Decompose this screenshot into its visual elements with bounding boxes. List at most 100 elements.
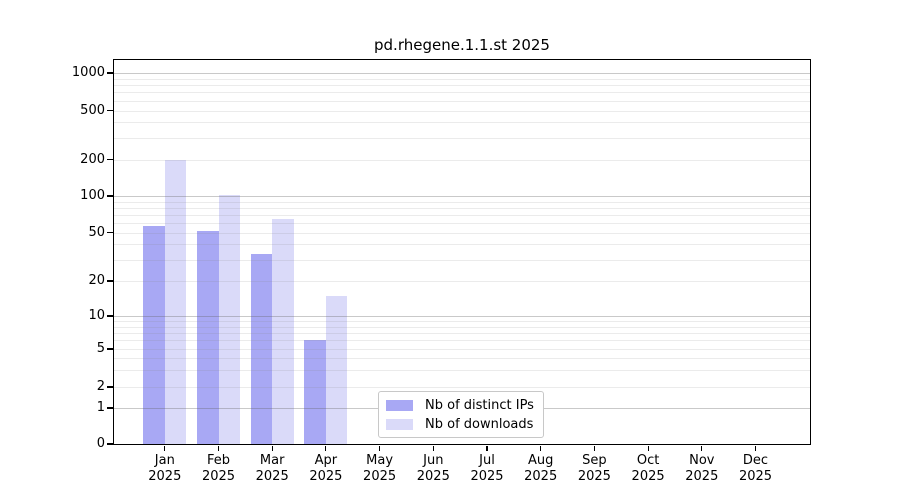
- y-axis-tick: [107, 72, 113, 74]
- minor-gridline: [114, 122, 810, 124]
- legend-item-ips: Nb of distinct IPs: [386, 398, 543, 413]
- x-tick-label-year: 2025: [685, 469, 719, 484]
- x-tick-label-month: Aug: [527, 453, 554, 468]
- y-tick-label: 5: [96, 341, 105, 356]
- x-tick-label-year: 2025: [416, 469, 450, 484]
- x-axis-tick: [325, 445, 327, 451]
- y-axis-tick: [107, 443, 113, 445]
- minor-gridline: [114, 222, 810, 224]
- x-tick-label-year: 2025: [738, 469, 773, 484]
- y-tick-label: 100: [80, 188, 105, 203]
- x-tick-label-month: May: [366, 453, 394, 468]
- minor-gridline: [114, 207, 810, 209]
- minor-gridline: [114, 92, 810, 94]
- legend: Nb of distinct IPs Nb of downloads: [378, 391, 544, 438]
- x-tick-label-year: 2025: [470, 469, 504, 484]
- legend-swatch-downloads-icon: [386, 418, 413, 430]
- bar-distinct-ips: [197, 231, 219, 444]
- x-tick-label-month: Sep: [582, 453, 607, 468]
- chart-title: pd.rhegene.1.1.st 2025: [374, 36, 550, 54]
- y-axis-tick: [107, 195, 113, 197]
- x-axis-tick: [486, 445, 488, 451]
- minor-gridline: [114, 201, 810, 203]
- minor-gridline: [114, 370, 810, 372]
- x-tick-label-year: 2025: [148, 469, 182, 484]
- minor-gridline: [114, 349, 810, 350]
- x-tick-label-year: 2025: [255, 469, 289, 484]
- y-axis-tick: [107, 386, 113, 388]
- minor-gridline: [114, 159, 810, 161]
- y-tick-label: 10: [88, 308, 105, 323]
- y-tick-label: 500: [80, 102, 105, 118]
- x-tick-label-month: Dec: [742, 453, 769, 468]
- minor-gridline: [114, 85, 810, 87]
- minor-gridline: [114, 137, 810, 139]
- bar-distinct-ips: [250, 254, 273, 444]
- minor-gridline: [114, 244, 810, 246]
- y-tick-label: 20: [88, 273, 105, 288]
- y-axis-tick: [107, 315, 113, 317]
- x-tick-label-year: 2025: [363, 469, 397, 484]
- y-axis-tick: [107, 348, 113, 350]
- legend-swatch-ips-icon: [386, 399, 413, 411]
- bar-downloads: [325, 295, 348, 444]
- minor-gridline: [114, 214, 810, 216]
- bar-distinct-ips: [143, 225, 165, 444]
- x-axis-tick: [432, 445, 434, 451]
- y-axis-tick: [107, 407, 113, 409]
- x-tick-label-year: 2025: [524, 469, 558, 484]
- y-tick-label: 200: [80, 151, 105, 167]
- y-tick-label: 0: [96, 436, 105, 451]
- x-tick-label-year: 2025: [309, 469, 343, 484]
- x-axis-tick: [271, 445, 273, 451]
- legend-label-ips: Nb of distinct IPs: [425, 397, 534, 413]
- major-gridline: [114, 196, 810, 197]
- y-tick-label: 50: [88, 224, 105, 240]
- x-tick-label-month: Apr: [314, 453, 338, 468]
- x-tick-label-month: Nov: [689, 453, 715, 468]
- y-tick-label: 2: [96, 379, 105, 394]
- x-tick-label-month: Oct: [636, 453, 660, 468]
- minor-gridline: [114, 100, 810, 102]
- legend-item-downloads: Nb of downloads: [386, 417, 543, 432]
- y-axis-tick: [107, 231, 113, 234]
- minor-gridline: [114, 332, 810, 334]
- minor-gridline: [114, 340, 810, 342]
- x-tick-label-year: 2025: [631, 469, 665, 484]
- x-axis-tick: [164, 445, 166, 451]
- x-tick-label-month: Jun: [423, 453, 444, 468]
- minor-gridline: [114, 110, 810, 112]
- x-axis-tick: [754, 445, 757, 451]
- y-tick-label: 1000: [71, 65, 105, 80]
- x-axis-tick: [647, 445, 649, 451]
- x-tick-label-year: 2025: [577, 469, 611, 484]
- x-tick-label-month: Mar: [259, 453, 285, 468]
- y-tick-label: 1: [96, 400, 105, 415]
- major-gridline: [114, 73, 810, 74]
- x-tick-label-month: Jan: [154, 453, 175, 468]
- minor-gridline: [114, 358, 810, 360]
- minor-gridline: [114, 78, 810, 80]
- minor-gridline: [114, 232, 810, 234]
- x-tick-label-year: 2025: [201, 469, 236, 484]
- legend-label-downloads: Nb of downloads: [425, 416, 534, 432]
- y-axis-tick: [107, 109, 113, 112]
- x-axis-tick: [540, 445, 542, 451]
- major-gridline: [114, 316, 810, 317]
- minor-gridline: [114, 387, 810, 388]
- bar-downloads: [272, 218, 294, 444]
- x-axis-tick: [379, 445, 381, 451]
- x-axis-tick: [593, 445, 595, 451]
- x-axis-tick: [217, 445, 220, 451]
- y-axis-tick: [107, 158, 113, 161]
- minor-gridline: [114, 326, 810, 328]
- minor-gridline: [114, 281, 810, 282]
- y-axis-tick: [107, 280, 113, 282]
- bar-downloads: [218, 194, 240, 444]
- minor-gridline: [114, 259, 810, 261]
- bar-downloads: [164, 160, 187, 444]
- minor-gridline: [114, 321, 810, 323]
- x-axis-tick: [701, 445, 703, 451]
- x-tick-label-month: Jul: [479, 453, 495, 468]
